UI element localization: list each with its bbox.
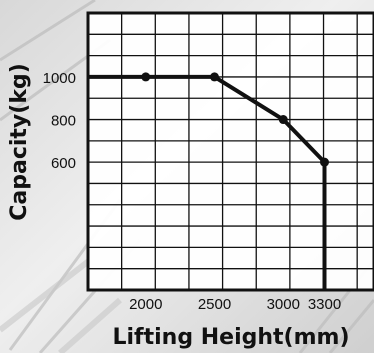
y-tick-labels: 1000 800 600 <box>43 70 76 172</box>
x-tick-label-3300: 3300 <box>308 296 341 313</box>
y-tick-label-1000: 1000 <box>43 70 76 87</box>
y-tick-label-600: 600 <box>51 155 76 172</box>
data-point-2500 <box>210 72 219 82</box>
x-tick-labels: 2000 2500 3000 3300 <box>129 296 341 313</box>
plot-frame <box>86 11 374 292</box>
x-tick-label-2000: 2000 <box>129 296 162 313</box>
x-tick-label-3000: 3000 <box>267 296 300 313</box>
plot-area <box>88 13 374 290</box>
x-axis-label: Lifting Height(mm) <box>112 325 349 350</box>
y-axis-label: Capacity(kg) <box>7 63 32 221</box>
capacity-series-line <box>88 74 327 290</box>
data-point-3000 <box>278 115 288 125</box>
series-group <box>88 72 329 290</box>
y-tick-label-800: 800 <box>51 113 76 130</box>
data-point-3300 <box>320 157 329 167</box>
x-tick-label-2500: 2500 <box>198 296 231 313</box>
data-point-2000 <box>141 72 151 82</box>
